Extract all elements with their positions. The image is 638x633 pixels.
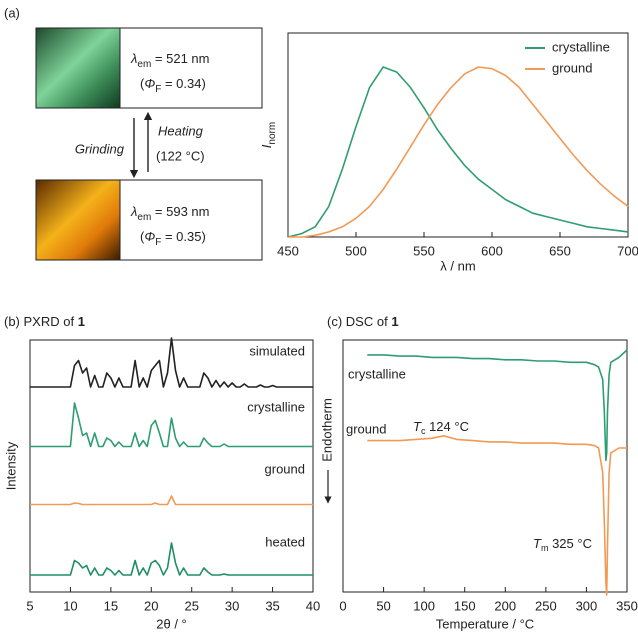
x-tick-label: 30	[225, 598, 239, 613]
x-tick-label: 700	[617, 243, 638, 258]
series-line	[30, 402, 313, 448]
state-emission: λem = 593 nm	[130, 204, 210, 222]
state-yield: (ΦF = 0.34)	[140, 76, 206, 94]
legend-label: ground	[552, 60, 592, 75]
title-bold: 1	[78, 314, 85, 329]
x-axis-label: λ / nm	[440, 258, 475, 273]
x-tick-label: 15	[104, 598, 118, 613]
heating-label: Heating	[158, 123, 204, 138]
grinding-label: Grinding	[75, 141, 125, 156]
crystal-image	[36, 28, 120, 108]
x-tick-label: 5	[26, 598, 33, 613]
x-tick-label: 250	[535, 598, 557, 613]
text: = 593 nm	[151, 204, 209, 219]
sub: F	[155, 84, 161, 95]
panel-title: (b) PXRD of 1	[4, 314, 85, 329]
x-tick-label: 200	[494, 598, 516, 613]
text: 124 °C	[425, 419, 469, 434]
x-tick-label: 100	[413, 598, 435, 613]
series-label: crystalline	[348, 366, 406, 381]
series-line	[288, 66, 629, 238]
x-tick-label: 550	[413, 243, 435, 258]
symbol: λ	[130, 51, 137, 66]
sub: m	[541, 543, 549, 553]
series-label: crystalline	[247, 399, 305, 414]
x-tick-label: 150	[454, 598, 476, 613]
sub: F	[155, 237, 161, 248]
text: (	[140, 229, 145, 244]
x-tick-label: 25	[184, 598, 198, 613]
panel-title: (c) DSC of 1	[327, 314, 399, 329]
series-line	[30, 495, 313, 506]
text: = 521 nm	[151, 51, 209, 66]
title: DSC of	[346, 314, 388, 329]
panel-label: (a)	[4, 5, 20, 20]
y-axis-label: Inorm	[259, 122, 277, 148]
annotation: Tc 124 °C	[413, 419, 469, 436]
symbol: T	[413, 419, 422, 434]
symbol: λ	[130, 204, 137, 219]
symbol: Φ	[144, 229, 155, 244]
text: = 0.35)	[161, 229, 205, 244]
title: PXRD of	[24, 314, 75, 329]
series-label: simulated	[249, 343, 305, 358]
x-tick-label: 500	[345, 243, 367, 258]
symbol: I	[259, 144, 274, 148]
x-tick-label: 350	[616, 598, 638, 613]
series-line	[367, 349, 628, 462]
state-box	[35, 179, 263, 261]
symbol: T	[533, 536, 542, 551]
y-axis-label: Endotherm	[319, 398, 334, 462]
series-line	[30, 337, 313, 388]
y-axis-label: Intensity	[3, 441, 18, 490]
title-bold: 1	[391, 314, 398, 329]
plot-frame	[287, 32, 629, 238]
text: 325 °C	[548, 536, 592, 551]
x-tick-label: 50	[376, 598, 390, 613]
x-axis-label: 2θ / °	[156, 616, 187, 631]
x-tick-label: 650	[549, 243, 571, 258]
x-tick-label: 40	[306, 598, 320, 613]
sub: norm	[267, 122, 278, 145]
plot-frame	[342, 339, 628, 593]
ground-image	[36, 180, 120, 260]
x-tick-label: 300	[576, 598, 598, 613]
series-line	[30, 542, 313, 576]
state-yield: (ΦF = 0.35)	[140, 229, 206, 247]
x-axis-label: Temperature / °C	[436, 616, 534, 631]
x-tick-label: 0	[339, 598, 346, 613]
x-tick-label: 600	[481, 243, 503, 258]
state-emission: λem = 521 nm	[130, 51, 210, 69]
heating-temp: (122 °C)	[156, 148, 205, 163]
series-label: ground	[265, 461, 305, 476]
legend-label: crystalline	[552, 39, 610, 54]
x-tick-label: 35	[265, 598, 279, 613]
sub: em	[137, 59, 151, 70]
state-box	[35, 27, 263, 109]
text: (	[140, 76, 145, 91]
series-label: heated	[265, 534, 305, 549]
label: (b)	[4, 314, 20, 329]
sub: em	[137, 212, 151, 223]
text: = 0.34)	[161, 76, 205, 91]
annotation: Tm 325 °C	[533, 536, 592, 553]
series-label: ground	[346, 421, 386, 436]
series-line	[287, 66, 629, 238]
x-tick-label: 20	[144, 598, 158, 613]
series-line	[367, 435, 627, 596]
x-tick-label: 10	[63, 598, 77, 613]
sub: c	[421, 426, 426, 436]
label: (c)	[327, 314, 342, 329]
x-tick-label: 450	[277, 243, 299, 258]
symbol: Φ	[144, 76, 155, 91]
